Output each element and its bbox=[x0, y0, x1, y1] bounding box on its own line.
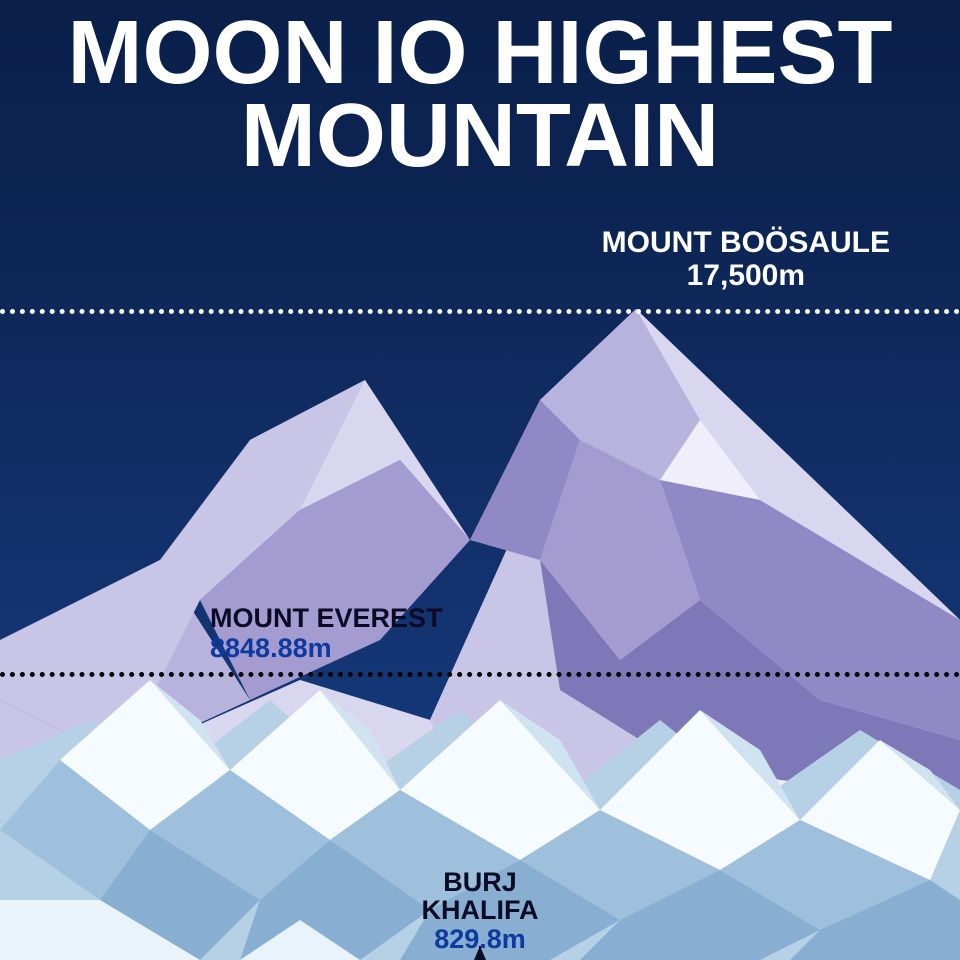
everest-name: MOUNT EVEREST bbox=[210, 604, 443, 634]
burj-height: 829.8m bbox=[0, 925, 960, 953]
label-boosaule: MOUNT BOÖSAULE 17,500m bbox=[602, 226, 890, 292]
back-mountain bbox=[0, 309, 960, 960]
everest-height-line bbox=[0, 672, 960, 677]
boosaule-name: MOUNT BOÖSAULE bbox=[602, 226, 890, 259]
burj-name: BURJ KHALIFA bbox=[0, 868, 960, 925]
infographic-title: MOON IO HIGHEST MOUNTAIN bbox=[0, 12, 960, 178]
boosaule-height: 17,500m bbox=[602, 259, 890, 292]
everest-height: 8848.88m bbox=[210, 634, 443, 664]
label-everest: MOUNT EVEREST 8848.88m bbox=[210, 604, 443, 663]
label-burj: BURJ KHALIFA 829.8m bbox=[0, 868, 960, 953]
boosaule-height-line bbox=[0, 309, 960, 314]
